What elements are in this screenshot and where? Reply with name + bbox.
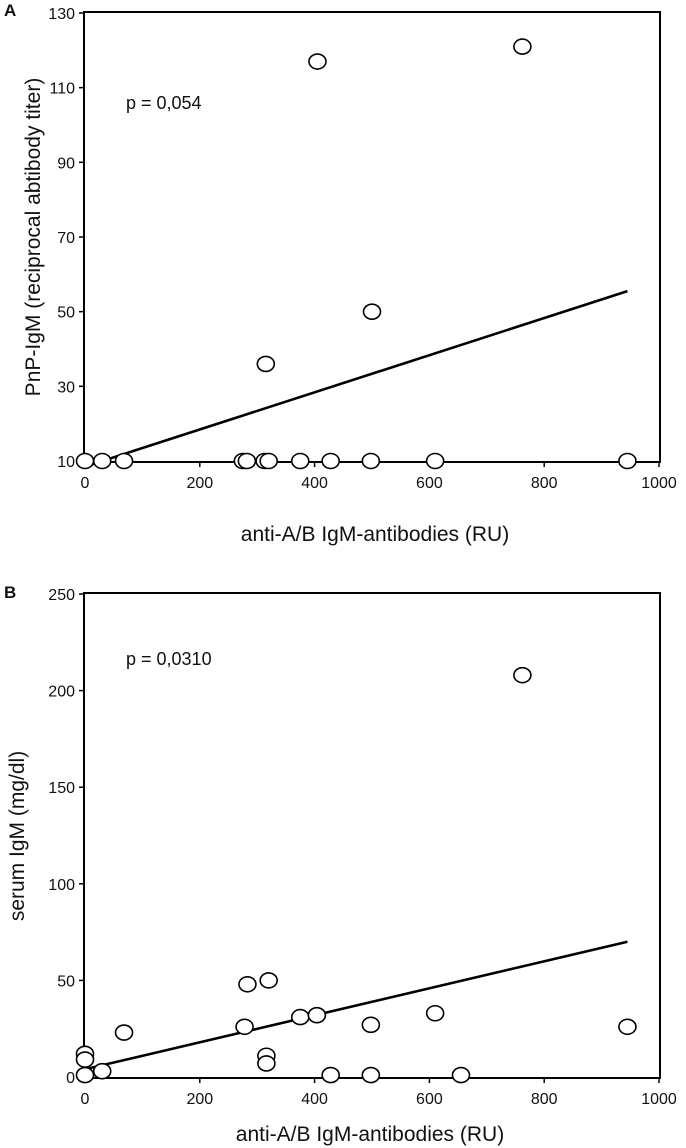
x-tick-label-a: 200 (186, 475, 213, 492)
data-point-a (361, 452, 381, 470)
x-axis-title-b: anti-A/B IgM-antibodies (RU) (236, 1123, 504, 1146)
y-tick-label-a: 70 (57, 230, 75, 247)
data-point-b (618, 1018, 637, 1036)
y-tick-label-b: 0 (66, 1070, 75, 1087)
data-point-b (257, 1055, 276, 1072)
x-tick-label-a: 1000 (641, 475, 677, 492)
y-tick-label-a: 50 (57, 305, 75, 322)
data-point-a (114, 452, 134, 470)
data-point-b (451, 1066, 471, 1084)
x-tick-label-a: 600 (416, 475, 443, 492)
y-tick-label-a: 10 (57, 454, 75, 471)
y-tick-label-b: 250 (48, 587, 75, 604)
y-tick-label-a: 130 (48, 6, 75, 23)
x-tick-label-a: 400 (301, 475, 328, 492)
data-point-a (290, 452, 310, 470)
trendline-a (84, 289, 628, 468)
x-tick-label-b: 1000 (641, 1091, 677, 1108)
x-tick-label-b: 0 (81, 1091, 90, 1108)
data-point-a (425, 452, 445, 470)
y-tick-label-a: 110 (49, 81, 75, 98)
y-tick-label-b: 150 (48, 780, 75, 797)
x-tick-label-b: 200 (186, 1091, 213, 1108)
data-point-b (92, 1062, 112, 1080)
x-axis-title-a: anti-A/B IgM-antibodies (RU) (241, 523, 509, 546)
trendline-b (84, 940, 628, 1071)
data-point-b (321, 1066, 340, 1084)
y-tick-label-a: 30 (57, 379, 75, 396)
marks-a (75, 38, 637, 470)
panel-a: A p = 0,054 anti-A/B IgM-antibodies (RU)… (4, 1, 677, 546)
x-tick-label-b: 400 (301, 1091, 328, 1108)
y-tick-label-b: 200 (48, 684, 75, 701)
data-point-a (237, 452, 257, 470)
plot-frame-a (83, 11, 661, 463)
data-point-b (290, 1008, 310, 1026)
data-point-a (256, 355, 276, 373)
data-point-b (75, 1051, 95, 1068)
data-point-a (362, 303, 382, 320)
ticks-a: 0 200 400 600 800 1000 10 30 50 70 90 110 130 (48, 6, 677, 492)
x-tick-label-a: 0 (81, 475, 90, 492)
data-point-b (307, 1006, 327, 1024)
data-point-a (75, 452, 95, 470)
data-point-b (425, 1004, 445, 1022)
y-tick-label-b: 50 (57, 973, 75, 990)
p-value-annotation-a: p = 0,054 (126, 93, 202, 113)
ticks-b: 0 200 400 600 800 1000 0 50 100 150 200 250 (48, 587, 677, 1108)
x-tick-label-a: 800 (531, 475, 558, 492)
data-point-b (235, 1018, 254, 1036)
y-axis-title-a: PnP-IgM (reciprocal abtibody titer) (22, 78, 45, 397)
data-point-a (308, 53, 327, 70)
data-point-b (259, 972, 278, 989)
data-point-b (361, 1066, 381, 1084)
data-point-b (75, 1066, 95, 1084)
x-tick-label-b: 800 (531, 1091, 558, 1108)
x-tick-label-b: 600 (416, 1091, 443, 1108)
data-point-a (259, 452, 278, 470)
marks-b (75, 666, 637, 1084)
p-value-annotation-b: p = 0,0310 (126, 649, 212, 669)
data-point-b (114, 1024, 134, 1041)
data-point-a (321, 452, 340, 470)
y-tick-label-b: 100 (48, 877, 75, 894)
data-point-b (238, 975, 257, 993)
data-point-a (618, 452, 637, 470)
y-axis-title-b: serum IgM (mg/dl) (6, 751, 29, 921)
panel-label-b: B (4, 583, 16, 602)
data-point-a (513, 38, 532, 55)
data-point-b (361, 1016, 381, 1034)
data-point-b (513, 666, 532, 684)
y-tick-label-a: 90 (57, 155, 75, 172)
panel-label-a: A (4, 1, 16, 20)
data-point-a (92, 452, 112, 470)
panel-b: B p = 0,0310 anti-A/B IgM-antibodies (RU… (4, 583, 677, 1146)
